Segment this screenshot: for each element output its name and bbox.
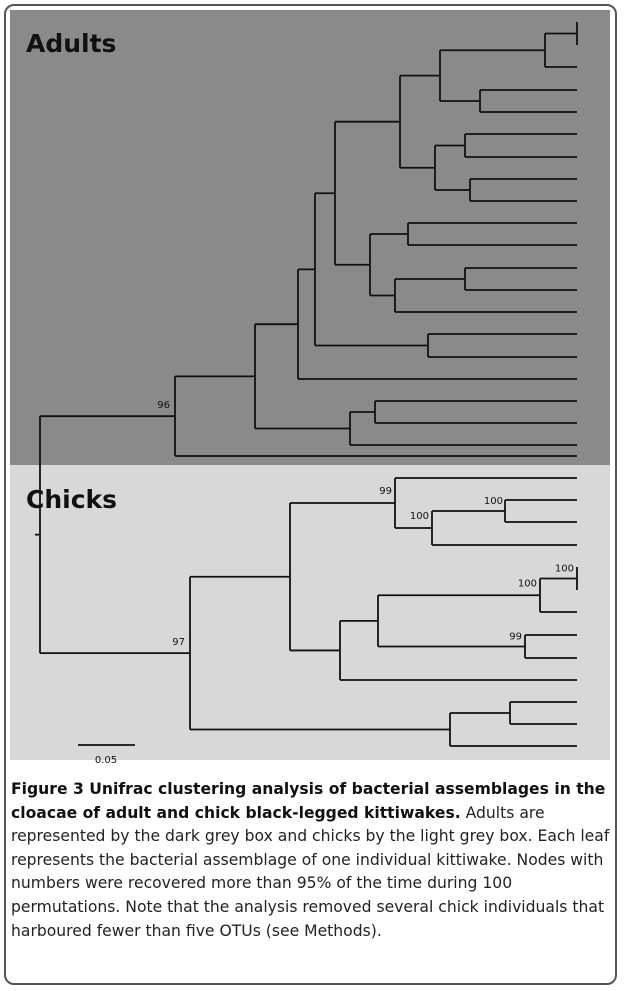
caption-text: Adults are represented by the dark grey … bbox=[11, 803, 610, 940]
bootstrap-label: 96 bbox=[157, 400, 170, 411]
dendrogram: Adults Chicks 96 100 100 99 100 100 99 97 0.05 bbox=[10, 10, 610, 766]
adults-label: Adults bbox=[26, 29, 116, 58]
chicks-label: Chicks bbox=[26, 485, 117, 514]
adults-box bbox=[10, 10, 610, 465]
bootstrap-label: 99 bbox=[379, 486, 392, 497]
figure-frame bbox=[4, 4, 617, 985]
bootstrap-label: 100 bbox=[410, 511, 429, 522]
bootstrap-label: 97 bbox=[172, 637, 185, 648]
tree bbox=[35, 22, 578, 747]
bootstrap-label: 100 bbox=[484, 496, 503, 507]
caption: Figure 3 Unifrac clustering analysis of … bbox=[11, 778, 611, 943]
bootstrap-label: 99 bbox=[509, 632, 522, 643]
caption-title: Figure 3 Unifrac clustering analysis of … bbox=[11, 780, 606, 822]
bootstrap-label: 100 bbox=[555, 564, 574, 575]
bootstrap-label: 100 bbox=[518, 578, 537, 589]
node-labels: 96 100 100 99 100 100 99 97 bbox=[157, 400, 574, 648]
scale-label: 0.05 bbox=[95, 755, 117, 766]
